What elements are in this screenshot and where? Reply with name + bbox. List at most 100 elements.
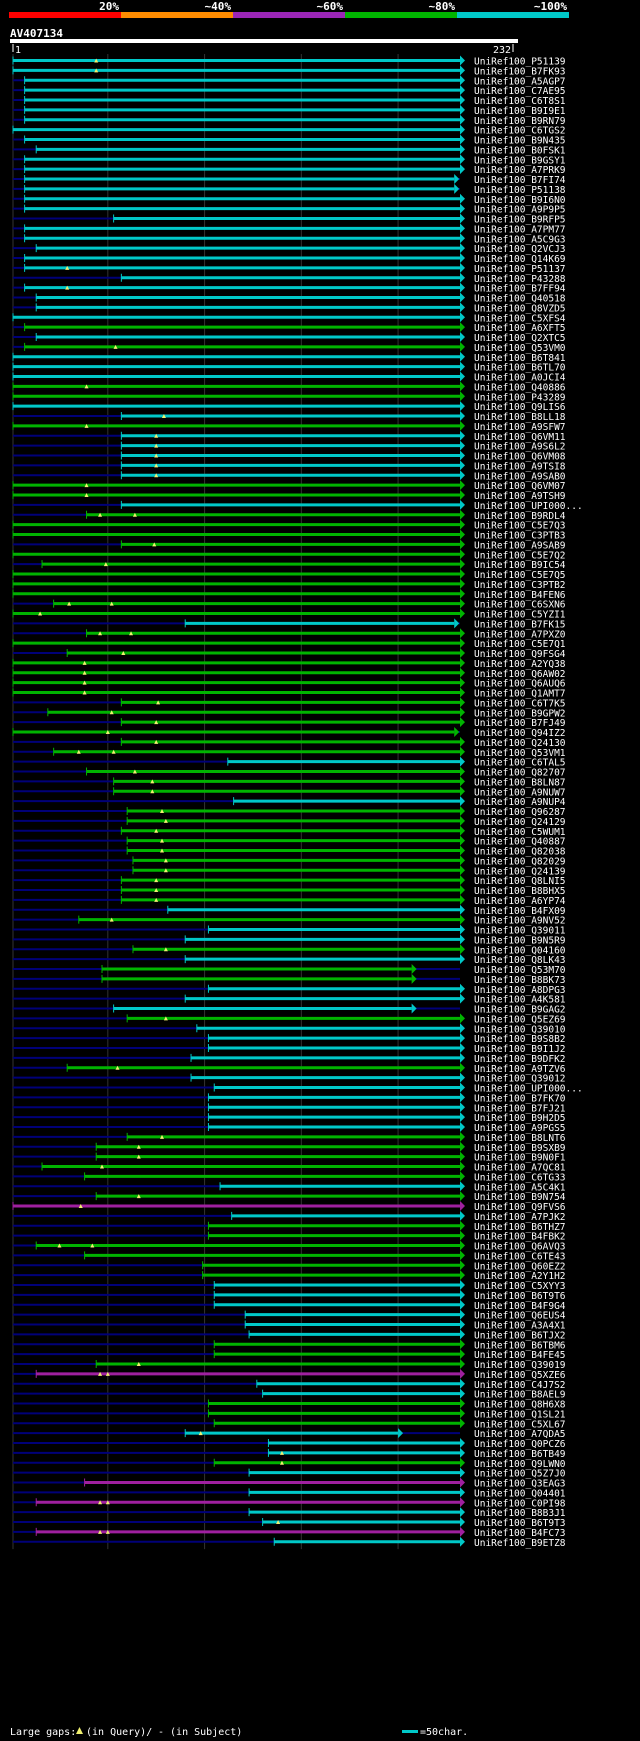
hit-row[interactable]: UniRef100_A4K581 [13,993,566,1006]
hit-row[interactable]: UniRef100_C6T7K5 [13,697,566,709]
hit-label[interactable]: UniRef100_P43289 [474,392,566,403]
hit-row[interactable]: UniRef100_A7QDA5 [13,1428,566,1440]
hit-row[interactable]: UniRef100_Q53VM1 [13,746,566,759]
hit-row[interactable]: UniRef100_A7QC81 [13,1161,566,1174]
hit-label[interactable]: UniRef100_Q6AW02 [474,669,566,680]
hit-row[interactable]: UniRef100_B8LNT6 [13,1131,566,1144]
hit-label[interactable]: UniRef100_B9GSY1 [474,155,566,166]
hit-row[interactable]: UniRef100_Q6EUS4 [13,1309,566,1322]
hit-row[interactable]: UniRef100_Q9FSG4 [13,648,566,660]
hit-label[interactable]: UniRef100_C6SXN6 [474,600,566,611]
hit-row[interactable]: UniRef100_Q6VM11 [13,430,566,443]
hit-label[interactable]: UniRef100_B7FI74 [474,175,566,186]
hit-row[interactable]: UniRef100_Q8LNI5 [13,875,566,887]
hit-row[interactable]: UniRef100_A7PM77 [13,223,566,235]
hit-label[interactable]: UniRef100_Q53VM1 [474,748,566,759]
hit-row[interactable]: UniRef100_Q2VCJ3 [13,243,566,255]
hit-row[interactable]: UniRef100_A9TZV6 [13,1062,566,1075]
hit-row[interactable]: UniRef100_Q39011 [13,924,566,937]
hit-row[interactable]: UniRef100_Q8H6X8 [13,1398,566,1411]
hit-row[interactable]: UniRef100_A9SAB9 [13,539,566,551]
hit-row[interactable]: UniRef100_B7FK15 [13,618,566,630]
hit-label[interactable]: UniRef100_B9N435 [474,136,566,147]
hit-row[interactable]: UniRef100_C5E7Q2 [12,549,566,561]
hit-label[interactable]: UniRef100_Q40518 [474,294,566,305]
hit-label[interactable]: UniRef100_C6T7K5 [474,698,566,709]
hit-row[interactable]: UniRef100_B9S8B2 [13,1033,566,1045]
hit-label[interactable]: UniRef100_P43288 [474,274,566,285]
hit-label[interactable]: UniRef100_Q96287 [474,807,566,818]
hit-label[interactable]: UniRef100_A7QDA5 [474,1429,566,1440]
hit-row[interactable]: UniRef100_B9IC54 [13,559,566,571]
hit-label[interactable]: UniRef100_B6TBM6 [474,1340,566,1351]
hit-label[interactable]: UniRef100_P51137 [474,264,566,275]
hit-row[interactable]: UniRef100_A6YP74 [13,894,566,907]
hit-label[interactable]: UniRef100_B9S8B2 [474,1034,566,1045]
hit-row[interactable]: UniRef100_Q9LIS6 [12,401,566,413]
hit-row[interactable]: UniRef100_Q9FVS6 [12,1201,566,1213]
hit-row[interactable]: UniRef100_Q6AW02 [12,667,566,680]
hit-label[interactable]: UniRef100_C5XYY3 [474,1281,566,1292]
hit-row[interactable]: UniRef100_A9S6L2 [13,440,566,453]
hit-label[interactable]: UniRef100_Q39011 [474,926,566,937]
hit-label[interactable]: UniRef100_C6TAL5 [474,758,566,769]
hit-row[interactable]: UniRef100_B6T9T3 [13,1517,566,1529]
hit-label[interactable]: UniRef100_A9SAB9 [474,540,566,551]
hit-label[interactable]: UniRef100_A9P9P5 [474,205,566,216]
hit-row[interactable]: UniRef100_Q5XZE6 [13,1368,566,1381]
hit-row[interactable]: UniRef100_B7FI74 [13,174,566,186]
hit-row[interactable]: UniRef100_C6TG33 [13,1171,566,1183]
hit-row[interactable]: UniRef100_UPI000... [13,1082,583,1095]
hit-row[interactable]: UniRef100_A7PRK9 [13,164,566,176]
hit-label[interactable]: UniRef100_Q9FSG4 [474,649,566,660]
hit-label[interactable]: UniRef100_Q1SL21 [474,1409,566,1420]
hit-label[interactable]: UniRef100_A9TSI8 [474,461,566,472]
hit-label[interactable]: UniRef100_B9N5R9 [474,935,566,946]
hit-label[interactable]: UniRef100_P51139 [474,57,566,68]
hit-label[interactable]: UniRef100_A7PM77 [474,224,566,235]
hit-row[interactable]: UniRef100_B6T841 [12,351,566,364]
hit-label[interactable]: UniRef100_B6T841 [474,353,566,364]
hit-label[interactable]: UniRef100_B7FK93 [474,66,566,77]
hit-label[interactable]: UniRef100_A7QC81 [474,1163,566,1174]
hit-row[interactable]: UniRef100_B9I1J2 [13,1043,566,1055]
hit-row[interactable]: UniRef100_C6TAL5 [13,756,566,769]
hit-row[interactable]: UniRef100_Q14K69 [13,253,566,265]
hit-row[interactable]: UniRef100_B6TBM6 [13,1339,566,1351]
hit-row[interactable]: UniRef100_C7AE95 [13,85,566,97]
hit-row[interactable]: UniRef100_A0JCI4 [12,371,566,384]
hit-row[interactable]: UniRef100_A8DPG3 [13,983,566,996]
hit-label[interactable]: UniRef100_C5E7Q2 [474,550,566,561]
hit-label[interactable]: UniRef100_A9SFW7 [474,422,566,433]
hit-row[interactable]: UniRef100_P51137 [13,262,566,275]
hit-row[interactable]: UniRef100_Q60EZ2 [13,1260,566,1272]
hit-label[interactable]: UniRef100_Q5EZ69 [474,1014,566,1025]
hit-label[interactable]: UniRef100_Q8VZD5 [474,303,566,314]
hit-label[interactable]: UniRef100_B4FBK2 [474,1232,566,1243]
hit-row[interactable]: UniRef100_C0PI98 [13,1497,566,1509]
hit-row[interactable]: UniRef100_C3PTB2 [12,578,566,591]
hit-row[interactable]: UniRef100_Q39010 [13,1023,566,1035]
hit-label[interactable]: UniRef100_Q94IZ2 [474,728,566,739]
hit-row[interactable]: UniRef100_A9SFW7 [12,420,566,433]
hit-row[interactable]: UniRef100_A9TSH9 [12,490,566,502]
hit-row[interactable]: UniRef100_B9GSY1 [13,154,566,166]
hit-label[interactable]: UniRef100_B7FK70 [474,1093,566,1104]
hit-row[interactable]: UniRef100_Q39019 [13,1359,566,1371]
hit-row[interactable]: UniRef100_A7PJK2 [13,1210,566,1223]
hit-row[interactable]: UniRef100_Q2XTC5 [13,332,566,344]
hit-row[interactable]: UniRef100_B4FEN6 [12,588,566,601]
hit-row[interactable]: UniRef100_Q24130 [13,736,566,749]
hit-label[interactable]: UniRef100_B4FX09 [474,906,566,917]
hit-label[interactable]: UniRef100_B9IC54 [474,560,566,571]
hit-label[interactable]: UniRef100_A9NV52 [474,916,566,927]
hit-label[interactable]: UniRef100_C5XL67 [474,1419,566,1430]
hit-label[interactable]: UniRef100_A6YP74 [474,896,566,907]
hit-row[interactable]: UniRef100_B6THZ7 [13,1220,566,1233]
hit-label[interactable]: UniRef100_B8B3J1 [474,1508,566,1519]
hit-label[interactable]: UniRef100_C3PTB2 [474,580,566,591]
hit-label[interactable]: UniRef100_C4J7S2 [474,1380,566,1391]
hit-label[interactable]: UniRef100_Q40887 [474,837,566,848]
hit-row[interactable]: UniRef100_A9SAB0 [13,470,566,482]
hit-label[interactable]: UniRef100_C5YZI1 [474,610,566,621]
